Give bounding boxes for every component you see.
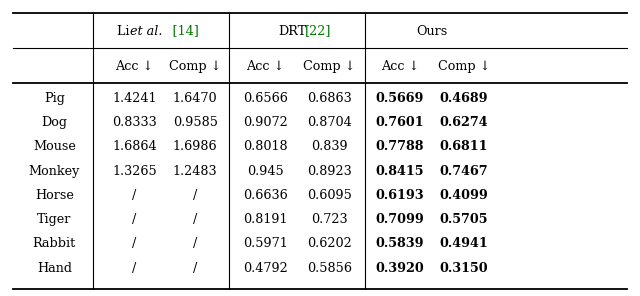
Text: /: / (193, 189, 197, 202)
Text: Dog: Dog (42, 116, 67, 129)
Text: /: / (193, 213, 197, 226)
Text: 0.3920: 0.3920 (376, 262, 424, 275)
Text: 0.6095: 0.6095 (307, 189, 352, 202)
Text: 0.4941: 0.4941 (440, 237, 488, 250)
Text: DRT: DRT (278, 25, 307, 38)
Text: 0.4689: 0.4689 (440, 92, 488, 105)
Text: 0.839: 0.839 (311, 140, 348, 153)
Text: Li: Li (117, 25, 132, 38)
Text: 0.6202: 0.6202 (307, 237, 352, 250)
Text: 0.7099: 0.7099 (376, 213, 424, 226)
Text: /: / (193, 262, 197, 275)
Text: Acc ↓: Acc ↓ (246, 60, 285, 73)
Text: 0.5971: 0.5971 (243, 237, 288, 250)
Text: 1.4241: 1.4241 (112, 92, 157, 105)
Text: Acc ↓: Acc ↓ (381, 60, 419, 73)
Text: 0.5839: 0.5839 (376, 237, 424, 250)
Text: Comp ↓: Comp ↓ (438, 60, 490, 73)
Text: 0.6863: 0.6863 (307, 92, 352, 105)
Text: 0.9585: 0.9585 (173, 116, 218, 129)
Text: 0.6193: 0.6193 (376, 189, 424, 202)
Text: 0.945: 0.945 (247, 165, 284, 178)
Text: 0.8415: 0.8415 (376, 165, 424, 178)
Text: 0.6636: 0.6636 (243, 189, 288, 202)
Text: 0.8923: 0.8923 (307, 165, 352, 178)
Text: /: / (132, 237, 136, 250)
Text: 0.6274: 0.6274 (440, 116, 488, 129)
Text: 1.6864: 1.6864 (112, 140, 157, 153)
Text: 0.6566: 0.6566 (243, 92, 288, 105)
Text: Horse: Horse (35, 189, 74, 202)
Text: /: / (193, 237, 197, 250)
Text: 0.723: 0.723 (311, 213, 348, 226)
Text: 0.4099: 0.4099 (440, 189, 488, 202)
Text: Comp ↓: Comp ↓ (169, 60, 221, 73)
Text: 0.8018: 0.8018 (243, 140, 288, 153)
Text: 0.5856: 0.5856 (307, 262, 352, 275)
Text: 1.2483: 1.2483 (173, 165, 218, 178)
Text: Monkey: Monkey (29, 165, 80, 178)
Text: /: / (132, 213, 136, 226)
Text: Pig: Pig (44, 92, 65, 105)
Text: 0.3150: 0.3150 (440, 262, 488, 275)
Text: 1.6986: 1.6986 (173, 140, 218, 153)
Text: 0.5669: 0.5669 (376, 92, 424, 105)
Text: 0.7467: 0.7467 (440, 165, 488, 178)
Text: 0.9072: 0.9072 (243, 116, 288, 129)
Text: 0.7601: 0.7601 (376, 116, 424, 129)
Text: 0.5705: 0.5705 (440, 213, 488, 226)
Text: 1.6470: 1.6470 (173, 92, 218, 105)
Text: [14]: [14] (170, 25, 199, 38)
Text: 0.4792: 0.4792 (243, 262, 288, 275)
Text: Acc ↓: Acc ↓ (115, 60, 154, 73)
Text: 0.8704: 0.8704 (307, 116, 352, 129)
Text: 0.6811: 0.6811 (440, 140, 488, 153)
Text: Mouse: Mouse (33, 140, 76, 153)
Text: Ours: Ours (417, 25, 447, 38)
Text: 0.7788: 0.7788 (376, 140, 424, 153)
Text: /: / (132, 189, 136, 202)
Text: [22]: [22] (305, 25, 332, 38)
Text: et al.: et al. (130, 25, 163, 38)
Text: Hand: Hand (37, 262, 72, 275)
Text: 0.8333: 0.8333 (112, 116, 157, 129)
Text: Rabbit: Rabbit (33, 237, 76, 250)
Text: 1.3265: 1.3265 (112, 165, 157, 178)
Text: Tiger: Tiger (37, 213, 72, 226)
Text: Comp ↓: Comp ↓ (303, 60, 356, 73)
Text: 0.8191: 0.8191 (243, 213, 288, 226)
Text: /: / (132, 262, 136, 275)
